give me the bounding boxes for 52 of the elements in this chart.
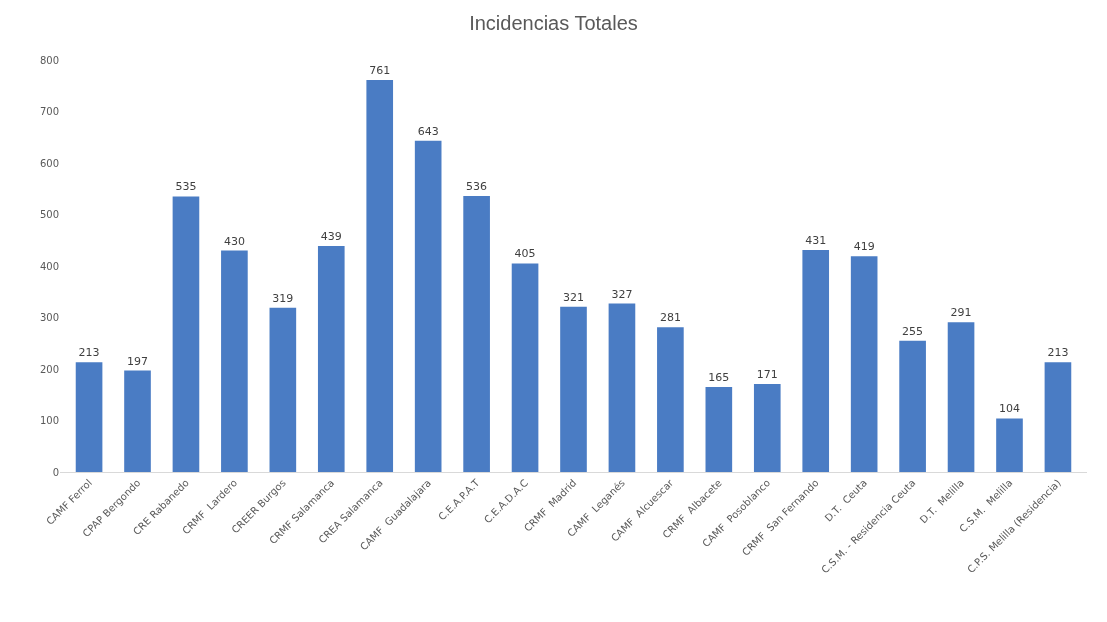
data-label: 104 xyxy=(998,402,1020,416)
data-label: 536 xyxy=(466,179,488,193)
bar xyxy=(657,327,684,472)
data-label: 171 xyxy=(756,367,778,381)
data-label: 213 xyxy=(78,346,100,360)
bar xyxy=(511,263,539,472)
chart-title: Incidencias Totales xyxy=(469,12,638,34)
bar xyxy=(414,140,442,472)
data-label: 419 xyxy=(853,240,875,254)
data-label: 165 xyxy=(708,371,730,385)
bar xyxy=(802,250,830,472)
data-label: 327 xyxy=(611,287,633,301)
bar xyxy=(124,370,151,472)
data-label: 439 xyxy=(320,229,342,243)
y-tick-label: 400 xyxy=(39,260,59,272)
bar xyxy=(850,256,878,472)
y-tick-label: 300 xyxy=(39,312,59,323)
data-label: 321 xyxy=(563,290,584,304)
data-label: 291 xyxy=(950,306,972,320)
data-label: 319 xyxy=(272,291,294,305)
bar xyxy=(947,322,975,472)
bar xyxy=(705,387,733,472)
data-label: 761 xyxy=(369,64,391,78)
y-tick-label: 800 xyxy=(39,54,59,66)
y-tick-label: 200 xyxy=(39,363,59,375)
data-label: 213 xyxy=(1047,346,1069,360)
y-tick-label: 0 xyxy=(52,466,59,478)
bar xyxy=(996,418,1023,472)
data-label: 405 xyxy=(514,247,536,261)
bar xyxy=(221,250,248,472)
bar xyxy=(75,362,103,472)
data-label: 281 xyxy=(659,311,681,325)
bar xyxy=(463,195,490,472)
data-label: 430 xyxy=(223,234,245,248)
data-label: 255 xyxy=(902,324,924,338)
data-label: 643 xyxy=(417,124,439,138)
bar xyxy=(1044,362,1072,472)
y-tick-label: 100 xyxy=(39,415,59,426)
bar xyxy=(753,383,781,472)
bar xyxy=(366,80,394,472)
y-tick-label: 600 xyxy=(39,157,59,169)
data-label: 197 xyxy=(127,354,149,368)
bar xyxy=(172,196,200,472)
data-label: 535 xyxy=(175,180,197,194)
bar xyxy=(269,307,297,472)
bar xyxy=(317,245,345,472)
bar xyxy=(899,340,926,472)
data-label: 431 xyxy=(805,234,827,248)
bar xyxy=(560,306,587,472)
bar xyxy=(608,303,636,472)
y-tick-label: 500 xyxy=(39,209,59,220)
y-tick-label: 700 xyxy=(39,106,59,117)
